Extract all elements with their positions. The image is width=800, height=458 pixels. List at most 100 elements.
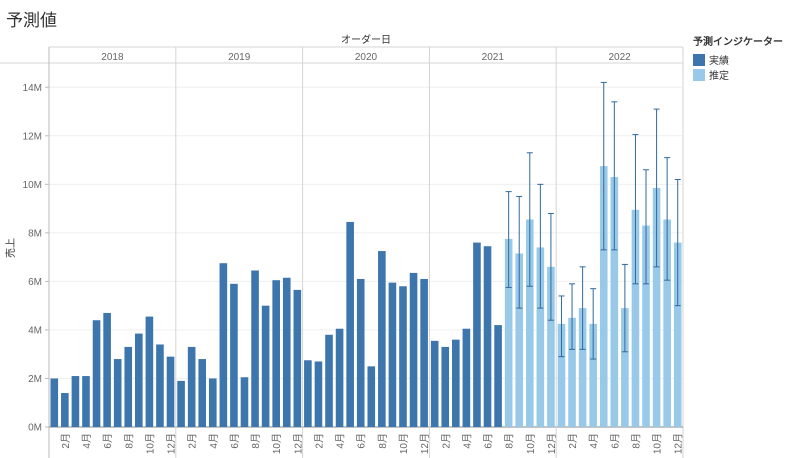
bar-estimate xyxy=(547,266,555,427)
bar-estimate xyxy=(589,323,597,427)
bar-actual xyxy=(82,376,90,427)
bar-actual xyxy=(430,340,439,427)
bar-estimate xyxy=(536,247,545,427)
year-header: 2019 xyxy=(228,52,251,63)
bar-actual xyxy=(103,312,111,427)
x-tick-label: 2月 xyxy=(313,433,325,449)
bar-actual xyxy=(409,272,418,427)
year-header: 2021 xyxy=(482,52,505,63)
x-tick-label: 4月 xyxy=(335,433,347,449)
bar-estimate xyxy=(568,317,576,427)
bar-actual xyxy=(367,366,376,427)
x-tick-label: 10月 xyxy=(398,433,410,454)
legend: 予測インジケーター 実績 推定 xyxy=(693,33,783,82)
x-tick-label: 2月 xyxy=(440,433,452,449)
bar-actual xyxy=(261,305,270,427)
legend-label-actual: 実績 xyxy=(709,56,729,67)
bar-actual xyxy=(441,346,450,427)
x-tick-label: 10月 xyxy=(144,433,156,454)
bar-actual xyxy=(135,333,143,427)
bar-actual xyxy=(293,289,302,427)
bar-actual xyxy=(219,263,228,427)
bar-actual xyxy=(473,242,481,427)
legend-item-estimate[interactable]: 推定 xyxy=(693,67,783,82)
x-tick-label: 6月 xyxy=(483,433,495,449)
chart-title: 予測値 xyxy=(6,11,57,30)
x-tick-label: 6月 xyxy=(356,433,368,449)
bar-actual xyxy=(378,251,386,427)
bar-actual xyxy=(177,380,185,427)
bar-actual xyxy=(124,346,133,427)
bar-actual xyxy=(208,378,217,427)
legend-item-actual[interactable]: 実績 xyxy=(693,52,783,67)
x-tick-label: 6月 xyxy=(229,433,241,449)
bar-actual xyxy=(240,377,249,427)
y-tick-label: 8M xyxy=(28,228,42,239)
x-tick-label: 10月 xyxy=(525,433,537,454)
bar-actual xyxy=(346,221,354,427)
year-header: 2022 xyxy=(608,52,631,63)
x-tick-label: 4月 xyxy=(208,433,220,449)
y-tick-label: 12M xyxy=(23,131,42,142)
bar-actual xyxy=(198,359,207,427)
x-tick-label: 4月 xyxy=(588,433,600,449)
x-tick-label: 4月 xyxy=(81,433,93,449)
bar-actual xyxy=(166,356,175,427)
bar-actual xyxy=(335,328,344,427)
bar-estimate xyxy=(610,177,619,427)
legend-label-estimate: 推定 xyxy=(709,71,729,82)
column-header: オーダー日 xyxy=(341,33,391,46)
bar-actual xyxy=(452,339,460,427)
y-tick-label: 6M xyxy=(28,277,42,288)
bar-actual xyxy=(61,393,69,427)
bar-actual xyxy=(325,334,333,427)
x-tick-label: 8月 xyxy=(250,433,262,449)
bar-estimate xyxy=(515,253,524,427)
x-tick-label: 8月 xyxy=(377,433,389,449)
y-tick-label: 14M xyxy=(23,83,42,94)
bar-estimate xyxy=(621,308,629,427)
legend-title: 予測インジケーター xyxy=(693,37,783,48)
bar-actual xyxy=(314,361,323,427)
bar-estimate xyxy=(663,219,671,427)
legend-swatch-estimate xyxy=(693,68,705,81)
bar-actual xyxy=(356,278,365,427)
bar-estimate xyxy=(504,238,513,427)
x-tick-label: 12月 xyxy=(673,433,685,454)
bar-actual xyxy=(282,277,291,427)
year-header: 2020 xyxy=(355,52,378,63)
x-tick-label: 6月 xyxy=(609,433,621,449)
bar-actual xyxy=(92,320,101,427)
y-tick-label: 2M xyxy=(28,374,42,385)
x-tick-label: 12月 xyxy=(292,433,304,454)
legend-swatch-actual xyxy=(693,53,705,66)
bar-actual xyxy=(156,344,164,427)
x-tick-label: 10月 xyxy=(271,433,283,454)
bar-actual xyxy=(399,286,407,427)
bar-actual xyxy=(113,359,122,427)
bar-actual xyxy=(187,346,196,427)
bar-actual xyxy=(483,246,492,427)
y-tick-label: 0M xyxy=(28,423,42,434)
bar-estimate xyxy=(525,219,534,427)
x-tick-label: 2月 xyxy=(187,433,199,449)
bar-actual xyxy=(230,283,238,427)
x-tick-label: 12月 xyxy=(166,433,178,454)
bar-actual xyxy=(420,278,428,427)
bar-estimate xyxy=(631,209,640,427)
x-tick-label: 8月 xyxy=(630,433,642,449)
bar-actual xyxy=(145,316,154,427)
bar-actual xyxy=(462,328,471,427)
bar-estimate xyxy=(599,166,608,427)
bar-estimate xyxy=(557,323,566,427)
x-tick-label: 2月 xyxy=(60,433,72,449)
y-axis-title: 売上 xyxy=(4,238,17,258)
bar-estimate xyxy=(642,225,650,427)
x-tick-label: 12月 xyxy=(419,433,431,454)
bar-estimate xyxy=(652,187,661,427)
x-tick-label: 8月 xyxy=(504,433,516,449)
x-tick-label: 4月 xyxy=(461,433,473,449)
y-tick-label: 4M xyxy=(28,325,42,336)
bar-estimate xyxy=(578,308,587,427)
